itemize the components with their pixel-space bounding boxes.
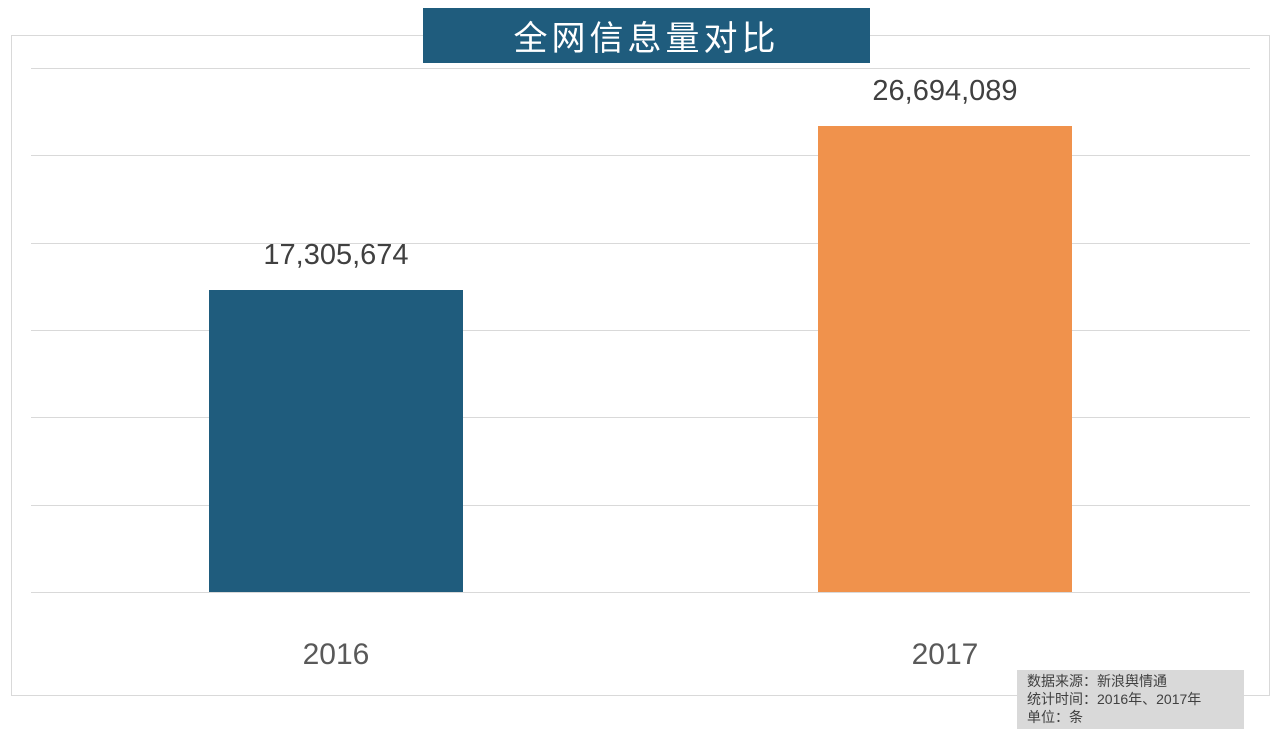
source-line-unit: 单位：条 [1027, 709, 1083, 725]
chart-plot-border [11, 35, 1270, 696]
gridline [31, 330, 1250, 331]
chart-title-banner: 全网信息量对比 [423, 8, 870, 63]
value-label-2016: 17,305,674 [263, 239, 409, 271]
gridline [31, 155, 1250, 156]
gridline [31, 68, 1250, 69]
value-label-2017: 26,694,089 [872, 75, 1018, 107]
source-info-box: 数据来源：新浪舆情通 统计时间：2016年、2017年 单位：条 [1017, 670, 1244, 729]
chart-title: 全网信息量对比 [513, 20, 780, 58]
source-line-data-source: 数据来源：新浪舆情通 [1027, 673, 1167, 689]
bar-2017 [818, 126, 1072, 592]
source-line-stat-time: 统计时间：2016年、2017年 [1027, 691, 1202, 707]
category-label-2016: 2016 [302, 638, 370, 671]
gridline [31, 505, 1250, 506]
category-label-2017: 2017 [911, 638, 979, 671]
gridline [31, 417, 1250, 418]
gridline [31, 243, 1250, 244]
bar-2016 [209, 290, 463, 592]
gridline [31, 592, 1250, 593]
